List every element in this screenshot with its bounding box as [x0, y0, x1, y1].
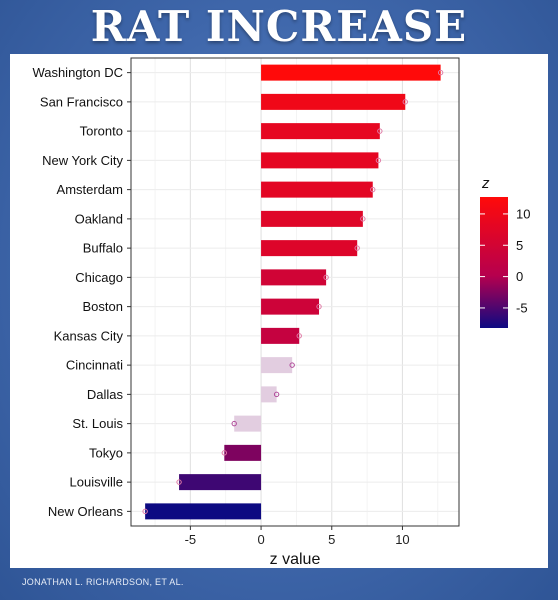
y-tick-label: Chicago [75, 270, 123, 285]
point-marker [231, 420, 237, 427]
y-tick-label: Oakland [75, 211, 123, 226]
point-marker [437, 69, 444, 76]
point-marker [370, 186, 376, 193]
y-tick-label: New York City [42, 153, 123, 168]
y-tick-label: Dallas [87, 387, 124, 402]
point-marker [296, 333, 302, 339]
point-marker [176, 479, 182, 485]
y-tick-label: San Francisco [40, 94, 123, 109]
bar-oakland [261, 210, 363, 227]
bar-dallas [261, 386, 277, 403]
point-marker [375, 157, 382, 164]
x-tick-label: 0 [257, 532, 264, 547]
color-legend: z 10 5 0 -5 [480, 175, 530, 328]
page-title: RAT INCREASE [90, 2, 468, 51]
y-tick-label: Louisville [70, 475, 123, 490]
y-tick-label: New Orleans [48, 504, 124, 519]
point-marker [354, 245, 360, 251]
x-tick-label: -5 [185, 532, 197, 547]
bar-kansas-city [261, 327, 300, 344]
x-tick-label: 5 [328, 532, 335, 547]
bar-st-louis [234, 415, 262, 432]
legend-title: z [481, 175, 490, 192]
y-tick-label: Washington DC [32, 65, 123, 80]
bar-cincinnati [261, 357, 293, 374]
x-tick-label: 10 [395, 532, 409, 547]
x-axis: -5 0 5 10 [185, 526, 410, 547]
point-marker [221, 450, 228, 456]
point-marker [402, 99, 408, 105]
bar-washington-dc [261, 64, 441, 81]
legend-tick-label: 10 [516, 206, 530, 221]
point-marker [142, 508, 148, 515]
bar-new-york-city [261, 152, 379, 169]
y-tick-label: Amsterdam [57, 182, 123, 197]
point-marker [316, 303, 322, 310]
legend-tick-label: -5 [516, 300, 528, 315]
y-tick-label: Buffalo [83, 241, 123, 256]
y-tick-label: Tokyo [89, 445, 123, 460]
bar-buffalo [261, 240, 358, 257]
point-marker [360, 216, 366, 222]
bar-boston [261, 298, 320, 315]
legend-tick-label: 0 [516, 269, 523, 284]
chart-panel: Washington DC San Francisco Toronto New Yor… [10, 54, 548, 568]
y-tick-label: Cincinnati [66, 358, 123, 373]
bar-chart: Washington DC San Francisco Toronto New Yor… [32, 57, 530, 568]
point-marker [289, 362, 295, 368]
y-tick-label: Kansas City [54, 328, 124, 343]
bar-tokyo [224, 444, 262, 461]
y-tick-label: Toronto [80, 124, 123, 139]
y-tick-label: Boston [83, 299, 123, 314]
x-axis-title: z value [270, 551, 321, 568]
legend-tick-label: 5 [516, 238, 523, 253]
bar-san-francisco [261, 93, 406, 110]
point-marker [273, 391, 280, 398]
bar-toronto [261, 123, 380, 140]
bar-new-orleans [145, 503, 262, 520]
y-tick-label: St. Louis [72, 416, 123, 431]
point-marker [323, 274, 329, 281]
bar-chicago [261, 269, 327, 286]
y-axis-labels: Washington DC San Francisco Toronto New Yor… [32, 65, 131, 519]
source-credit: JONATHAN L. RICHARDSON, ET AL. [22, 577, 184, 587]
plot-area [130, 57, 460, 527]
plot-border [130, 57, 460, 527]
point-marker [377, 128, 383, 134]
bar-louisville [179, 474, 262, 491]
legend-colorbar [480, 197, 508, 328]
bar-amsterdam [261, 181, 373, 198]
